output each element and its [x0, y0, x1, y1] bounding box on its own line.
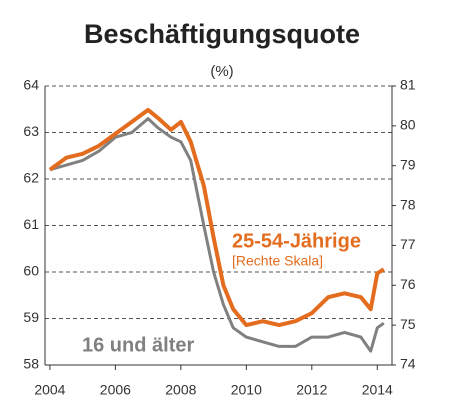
- legend-label: 25-54-Jährige: [232, 230, 361, 252]
- y2-tick-label: 76: [400, 276, 416, 292]
- x-tick-label: 2008: [165, 382, 196, 398]
- x-tick-label: 2004: [34, 382, 65, 398]
- annotation: [Rechte Skala]: [232, 253, 323, 269]
- y2-tick-label: 78: [400, 196, 416, 212]
- y-tick-label: 60: [23, 263, 39, 279]
- y-tick-label: 58: [23, 356, 39, 372]
- y2-tick-label: 77: [400, 236, 416, 252]
- y-tick-label: 62: [23, 170, 39, 186]
- y-tick-label: 63: [23, 123, 39, 139]
- y2-tick-label: 79: [400, 156, 416, 172]
- y-tick-label: 64: [23, 77, 39, 93]
- x-tick-label: 2014: [362, 382, 393, 398]
- x-tick-label: 2010: [231, 382, 262, 398]
- y2-tick-label: 74: [400, 356, 416, 372]
- chart-subtitle: (%): [210, 63, 233, 80]
- x-tick-label: 2012: [296, 382, 327, 398]
- chart-title: Beschäftigungsquote: [84, 19, 360, 49]
- x-tick-label: 2006: [100, 382, 131, 398]
- y2-tick-label: 75: [400, 316, 416, 332]
- y2-tick-label: 80: [400, 117, 416, 133]
- y-tick-label: 61: [23, 216, 39, 232]
- legend-label: 16 und älter: [82, 334, 194, 356]
- y-tick-label: 59: [23, 309, 39, 325]
- y2-tick-label: 81: [400, 77, 416, 93]
- series-line: [49, 117, 385, 353]
- series-line: [48, 107, 385, 328]
